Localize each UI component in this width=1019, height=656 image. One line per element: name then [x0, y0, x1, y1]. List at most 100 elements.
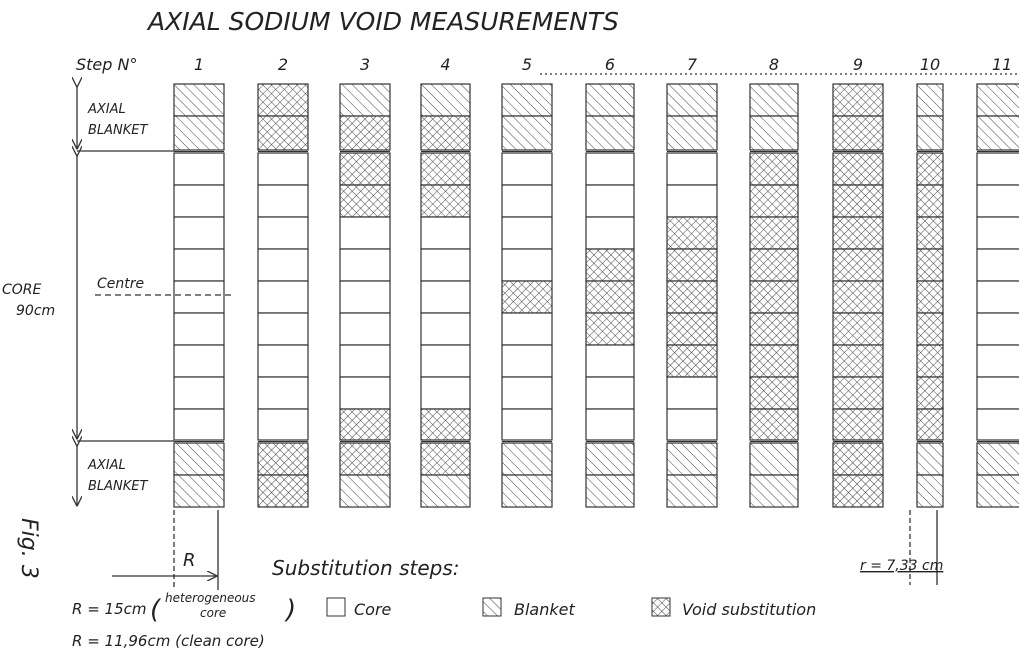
figure-label: Fig. 3 [16, 518, 41, 579]
cell [585, 474, 635, 508]
cell [976, 216, 1019, 250]
cell [749, 152, 799, 186]
cell [257, 408, 309, 441]
cell [173, 152, 225, 186]
cell [749, 83, 799, 117]
cell [976, 184, 1019, 218]
label: AXIAL [87, 458, 126, 473]
cell [666, 344, 718, 378]
cell [501, 344, 553, 378]
cell [749, 442, 799, 476]
step-number: 11 [992, 55, 1012, 74]
step-label: Step N° [76, 55, 137, 74]
cell [257, 152, 309, 186]
cell [666, 376, 718, 410]
cell [501, 474, 553, 508]
cell [749, 344, 799, 378]
cell [420, 216, 471, 250]
cell [420, 83, 471, 117]
cell [257, 280, 309, 314]
cell [257, 248, 309, 282]
step-number: 8 [769, 55, 779, 74]
cell [257, 442, 309, 476]
cell [173, 408, 225, 441]
cell [916, 344, 944, 378]
cell [339, 83, 391, 117]
legend-label: Void substitution [682, 600, 816, 619]
cell [585, 248, 635, 282]
cell [916, 442, 944, 476]
cell [916, 152, 944, 186]
cell [339, 115, 391, 151]
cell [832, 408, 884, 441]
cell [832, 312, 884, 346]
cell [339, 184, 391, 218]
cell [916, 376, 944, 410]
cell [585, 152, 635, 186]
cell [832, 216, 884, 250]
cell [749, 216, 799, 250]
cell [501, 248, 553, 282]
cell [501, 115, 553, 151]
cell [173, 248, 225, 282]
title: AXIAL SODIUM VOID MEASUREMENTS [146, 7, 619, 36]
legend-swatch [651, 597, 671, 617]
cell [832, 344, 884, 378]
cell [339, 216, 391, 250]
cell [916, 216, 944, 250]
paren: ( [150, 595, 162, 625]
cell [173, 442, 225, 476]
cell [832, 184, 884, 218]
cell [976, 442, 1019, 476]
cell [832, 442, 884, 476]
cell [339, 442, 391, 476]
cell [585, 184, 635, 218]
cell [173, 83, 225, 117]
cell [501, 408, 553, 441]
cell [173, 216, 225, 250]
cell [420, 312, 471, 346]
cell [339, 280, 391, 314]
step-number: 2 [278, 55, 288, 74]
cell [585, 216, 635, 250]
cell [832, 474, 884, 508]
cell [501, 376, 553, 410]
cell [501, 83, 553, 117]
cell [420, 184, 471, 218]
cell [976, 408, 1019, 441]
cell [749, 248, 799, 282]
cell [976, 376, 1019, 410]
note: R = 11,96cm (clean core) [72, 632, 265, 650]
cell [501, 280, 553, 314]
cell [976, 83, 1019, 117]
cell [832, 115, 884, 151]
cell [257, 312, 309, 346]
cell [585, 280, 635, 314]
cell [339, 408, 391, 441]
cell [749, 115, 799, 151]
note: heterogeneous [165, 591, 256, 605]
cell [666, 280, 718, 314]
cell [339, 376, 391, 410]
cell [916, 474, 944, 508]
cell [916, 408, 944, 441]
cell [420, 344, 471, 378]
legend-label: Core [354, 600, 392, 619]
cell [585, 442, 635, 476]
label: CORE [2, 282, 42, 298]
cell [420, 376, 471, 410]
cell [749, 184, 799, 218]
cell [173, 280, 225, 314]
step-number: 7 [687, 55, 698, 74]
cell [976, 344, 1019, 378]
cell [749, 408, 799, 441]
cell [585, 115, 635, 151]
label: BLANKET [88, 479, 149, 494]
cell [257, 376, 309, 410]
cell [501, 216, 553, 250]
cell [749, 312, 799, 346]
cell [666, 408, 718, 441]
cell [420, 248, 471, 282]
cell [666, 83, 718, 117]
